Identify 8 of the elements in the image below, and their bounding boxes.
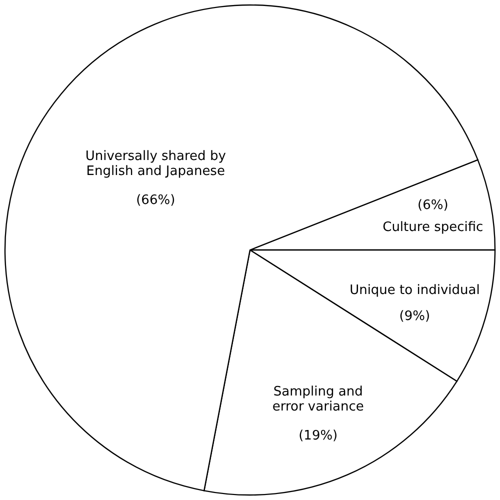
data-label: (66%) [136, 192, 176, 208]
data-label: (6%) [418, 198, 448, 214]
slice-label: Universally shared by English and Japanese [85, 148, 226, 179]
slice-label: Unique to individual [350, 282, 480, 298]
slice-label: Culture specific [382, 220, 484, 236]
data-label: (19%) [298, 428, 338, 444]
data-label: (9%) [399, 308, 430, 324]
slice-label: Sampling and error variance [272, 384, 364, 414]
